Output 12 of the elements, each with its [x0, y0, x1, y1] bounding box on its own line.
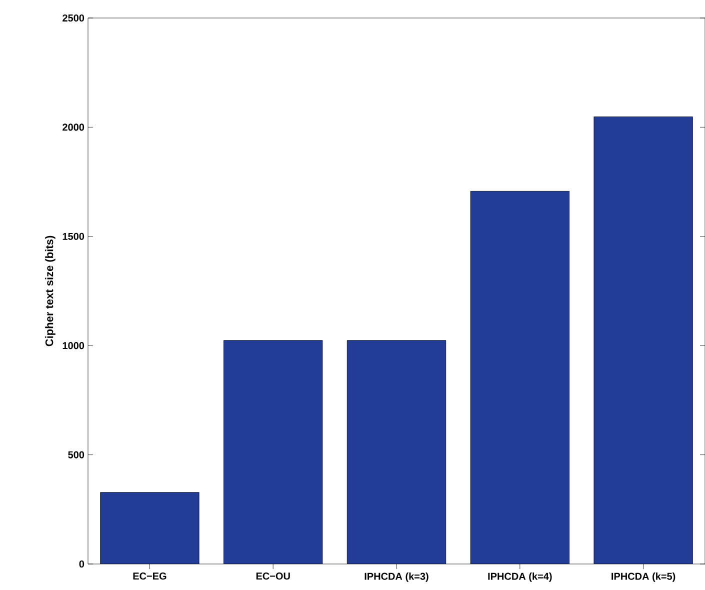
y-tick-label: 2500: [62, 14, 84, 22]
x-tick-label: EC−OU: [256, 572, 290, 580]
y-tick-label: 0: [79, 560, 84, 568]
x-tick-label: IPHCDA (k=5): [612, 572, 676, 582]
y-tick-label: 500: [68, 451, 84, 458]
y-tick-label: 1000: [62, 342, 84, 350]
y-tick-label: 2000: [62, 124, 84, 131]
y-tick-label: 1500: [62, 232, 84, 240]
x-tick-label: IPHCDA (k=4): [488, 572, 552, 582]
y-axis-title: Cipher text size (bits): [45, 236, 56, 346]
x-tick-label: EC−EG: [133, 572, 166, 580]
x-tick-label: IPHCDA (k=3): [364, 572, 428, 582]
